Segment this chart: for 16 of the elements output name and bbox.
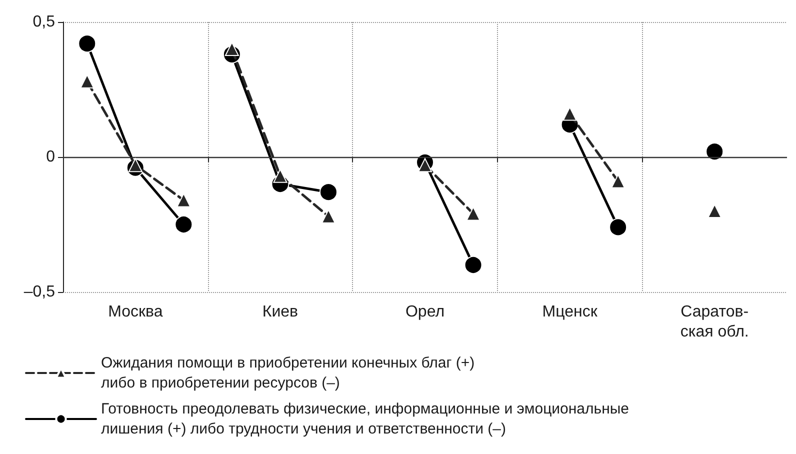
x-tick-label: Мценск bbox=[542, 304, 598, 320]
x-tick-label: Киев bbox=[262, 304, 298, 320]
legend-label: Ожидания помощи в приобретении конечных благ (+) либо в приобретении ресурсов (–) bbox=[101, 354, 475, 392]
y-tick-label: 0,5 bbox=[32, 14, 56, 30]
y-tick-label: 0 bbox=[46, 148, 56, 166]
x-tick-label: Москва bbox=[108, 304, 163, 320]
legend-label: Готовность преодолевать физические, информационные и эмоциональные лишения (+) либо трудности учения и ответственности (–) bbox=[101, 400, 630, 438]
x-tick-label: Саратов- ская обл. bbox=[680, 304, 749, 340]
point bbox=[706, 142, 724, 161]
point bbox=[78, 34, 96, 53]
point bbox=[321, 209, 336, 224]
point bbox=[224, 42, 239, 56]
x-tick-label: Орел bbox=[405, 304, 445, 320]
point bbox=[174, 216, 193, 234]
point bbox=[708, 204, 722, 218]
y-tick-label: –0,5 bbox=[24, 284, 56, 300]
